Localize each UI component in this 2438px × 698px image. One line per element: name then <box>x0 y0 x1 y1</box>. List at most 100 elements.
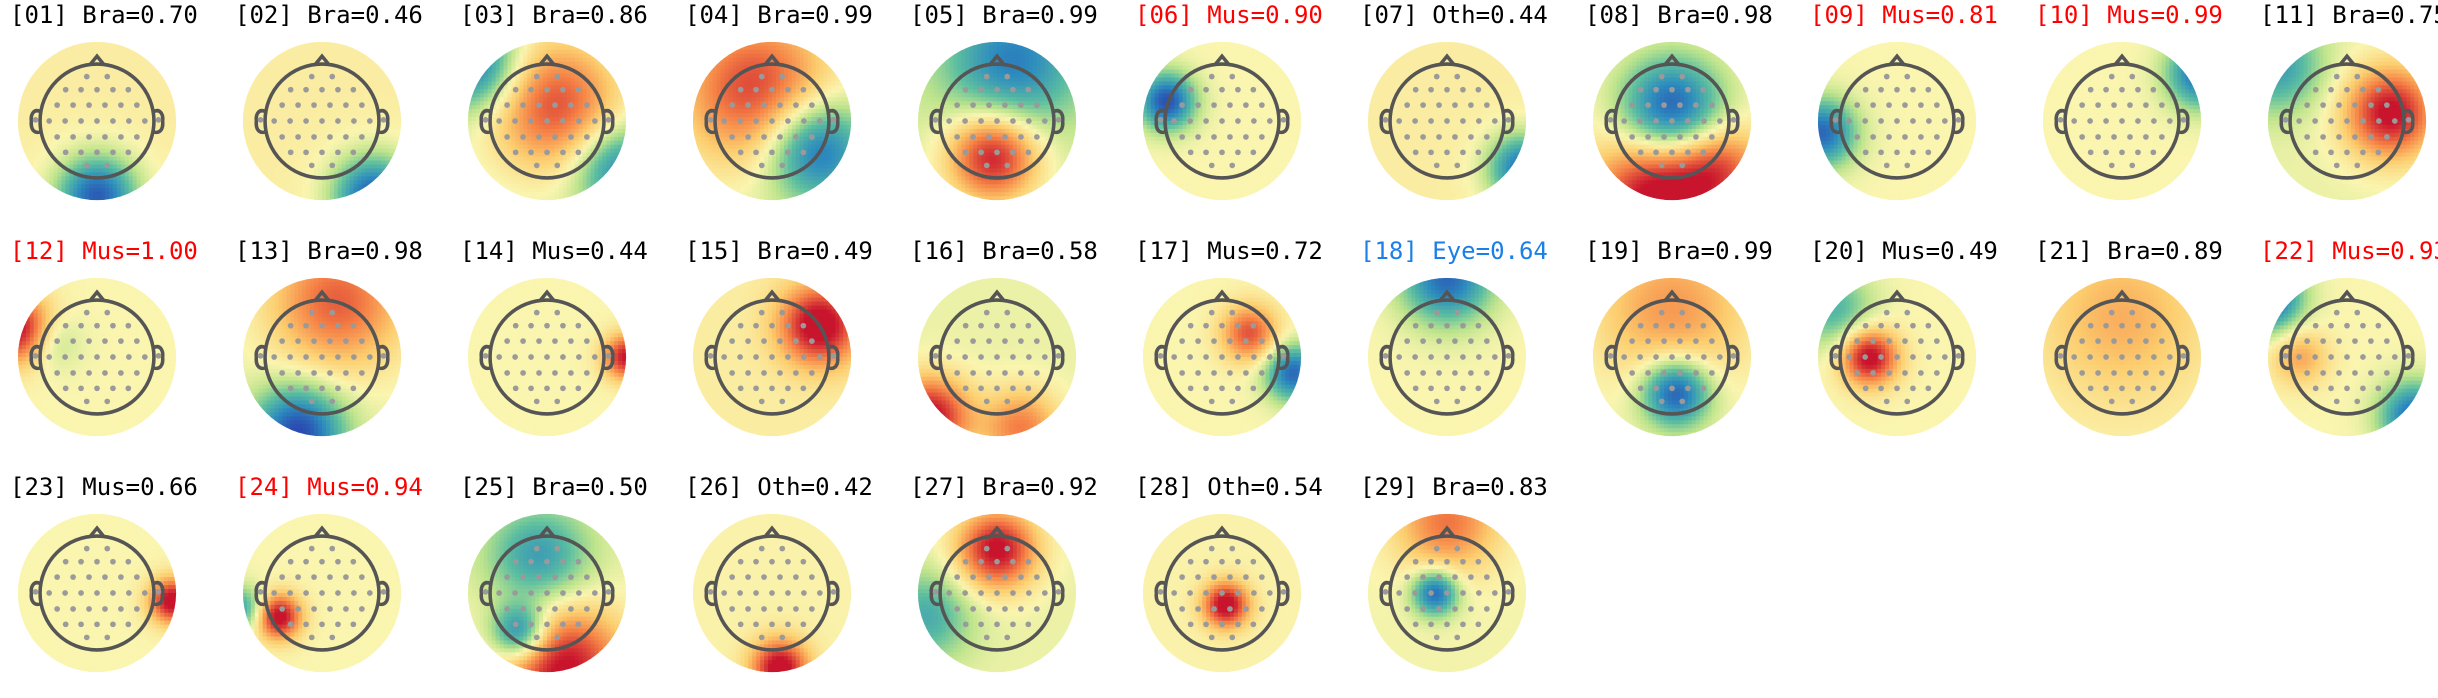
electrode-dot <box>1878 149 1884 155</box>
electrode-dot <box>1679 399 1685 405</box>
electrode-dot <box>54 338 60 344</box>
component-id: [25] <box>460 473 518 501</box>
electrode-dot <box>1904 74 1910 80</box>
electrode-dot <box>513 87 519 93</box>
component-title: [04] Bra=0.99 <box>685 0 873 30</box>
electrode-dot <box>1661 370 1667 376</box>
electrode-dot <box>33 353 39 359</box>
electrode-dot <box>134 134 140 140</box>
electrode-dot <box>738 385 744 391</box>
electrode-dot <box>288 323 294 329</box>
electrode-dot <box>2079 102 2085 108</box>
electrode-dot <box>986 574 992 580</box>
electrode-dot <box>1219 590 1225 596</box>
component-score: 0.89 <box>2165 237 2223 265</box>
electrode-dot <box>2119 149 2125 155</box>
electrode-dot <box>1018 102 1024 108</box>
electrode-dot <box>1235 590 1241 596</box>
electrode-dot <box>1436 574 1442 580</box>
electrode-dot <box>2334 310 2340 316</box>
electrode-dot <box>2368 134 2374 140</box>
component-id: [29] <box>1360 473 1418 501</box>
electrode-dot <box>2095 338 2101 344</box>
component-02: [02] Bra=0.46 <box>235 0 461 226</box>
electrode-dot <box>104 74 110 80</box>
electrode-dot <box>721 590 727 596</box>
electrode-dot <box>1444 385 1450 391</box>
electrode-dot <box>2328 354 2334 360</box>
electrode-dot <box>1444 149 1450 155</box>
electrode-dot <box>104 310 110 316</box>
electrode-dot <box>63 559 69 565</box>
electrode-dot <box>761 134 767 140</box>
electrode-dot <box>1188 149 1194 155</box>
electrode-dot <box>1460 118 1466 124</box>
electrode-dot <box>560 590 566 596</box>
electrode-dot <box>793 370 799 376</box>
electrode-dot <box>984 74 990 80</box>
electrode-dot <box>2360 118 2366 124</box>
electrode-dot <box>1383 117 1389 123</box>
component-title: [07] Oth=0.44 <box>1360 0 1548 30</box>
electrode-dot <box>94 559 100 565</box>
electrode-dot <box>1436 102 1442 108</box>
electrode-dot <box>1227 370 1233 376</box>
electrode-dot <box>78 385 84 391</box>
electrode-dot <box>1918 102 1924 108</box>
electrode-dot <box>809 102 815 108</box>
component-id: [17] <box>1135 237 1193 265</box>
electrode-dot <box>1460 149 1466 155</box>
electrode-dot <box>1475 149 1481 155</box>
electrode-dot <box>1434 310 1440 316</box>
electrode-dot <box>2320 370 2326 376</box>
electrode-dot <box>560 559 566 565</box>
electrode-dot <box>62 118 68 124</box>
electrode-dot <box>343 574 349 580</box>
electrode-dot <box>110 323 116 329</box>
electrode-dot <box>544 354 550 360</box>
electrode-dot <box>102 134 108 140</box>
electrode-dot <box>2392 118 2398 124</box>
electrode-dot <box>1018 338 1024 344</box>
electrode-dot <box>142 590 148 596</box>
electrode-dot <box>335 354 341 360</box>
electrode-dot <box>1468 338 1474 344</box>
electrode-dot <box>994 87 1000 93</box>
component-id: [03] <box>460 1 518 29</box>
electrode-dot <box>1717 354 1723 360</box>
electrode-dot <box>568 574 574 580</box>
component-15: [15] Bra=0.49 <box>685 236 911 462</box>
electrode-dot <box>1484 606 1490 612</box>
electrode-dot <box>970 574 976 580</box>
electrode-dot <box>303 87 309 93</box>
electrode-dot <box>554 635 560 641</box>
electrode-dot <box>721 118 727 124</box>
component-id: [19] <box>1585 237 1643 265</box>
component-title: [20] Mus=0.49 <box>1810 236 1998 266</box>
electrode-dot <box>1259 102 1265 108</box>
topomap <box>10 34 184 208</box>
electrode-dot <box>2129 163 2135 169</box>
electrode-dot <box>2181 117 2187 123</box>
electrode-dot <box>335 590 341 596</box>
topomap-grid: [01] Bra=0.70[02] Bra=0.46[03] Bra=0.86[… <box>0 0 2438 667</box>
electrode-dot <box>1219 354 1225 360</box>
electrode-dot <box>1025 323 1031 329</box>
electrode-dot <box>1002 338 1008 344</box>
electrode-dot <box>46 354 52 360</box>
electrode-dot <box>84 399 90 405</box>
electrode-dot <box>1251 354 1257 360</box>
electrode-dot <box>1638 149 1644 155</box>
electrode-dot <box>1056 589 1062 595</box>
electrode-dot <box>343 134 349 140</box>
electrode-dot <box>78 87 84 93</box>
component-id: [10] <box>2035 1 2093 29</box>
electrode-dot <box>104 163 110 169</box>
electrode-dot <box>1862 118 1868 124</box>
electrode-dot <box>2150 149 2156 155</box>
electrode-dot <box>1460 354 1466 360</box>
electrode-dot <box>84 163 90 169</box>
electrode-dot <box>1833 117 1839 123</box>
electrode-dot <box>110 559 116 565</box>
electrode-dot <box>359 606 365 612</box>
